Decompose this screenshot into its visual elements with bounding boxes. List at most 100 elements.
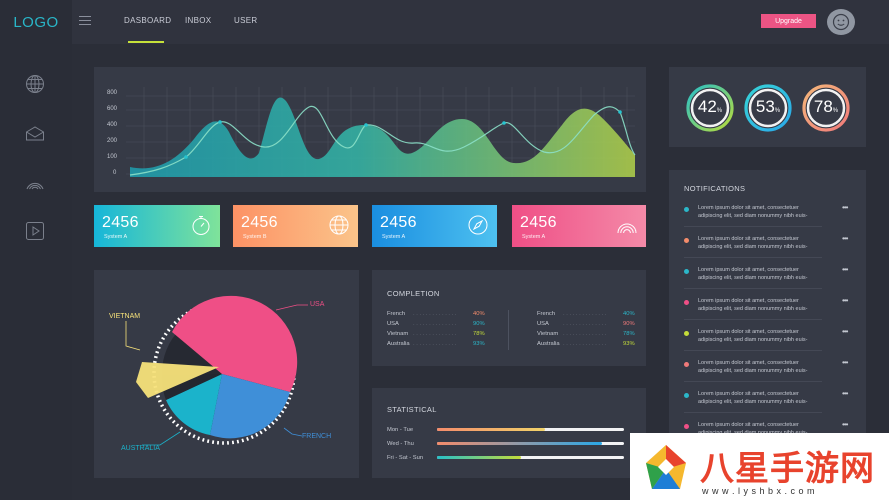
completion-value: 40% [473,311,485,317]
notification-divider [684,412,822,413]
notification-dot [684,300,689,305]
completion-value: 93% [623,341,635,347]
completion-row: USA. . . . . . . . . . . . . . 90% [537,321,635,327]
pie-label-french: FRENCH [302,433,332,440]
notification-divider [684,381,822,382]
line-series [129,105,636,176]
notification-dot [684,393,689,398]
completion-label: Vietnam [387,331,409,337]
completion-value: 78% [473,331,485,337]
gauge-2 [744,84,792,132]
completion-value: 78% [623,331,635,337]
notification-divider [684,350,822,351]
completion-label: Australia [537,341,560,347]
more-options-icon[interactable]: ••• [842,234,848,243]
stat-label: System A [104,234,128,240]
pie-slice-australia [166,374,222,435]
stat-label: System B [243,234,267,240]
gauge-value: 42 [697,97,717,116]
notification-divider [684,288,822,289]
completion-value: 90% [473,321,485,327]
statistical-card [372,388,646,478]
pie-slice-vietnam [136,362,219,398]
signal-icon[interactable] [25,172,45,192]
compass-icon [468,215,488,235]
hamburger-menu-icon[interactable] [79,16,91,26]
inbox-icon[interactable] [25,124,45,144]
notification-dot [684,269,689,274]
pie-slice-french [210,374,290,439]
y-tick-400: 400 [107,122,118,128]
statistical-bar-track [437,428,624,431]
active-tab-indicator [128,41,164,43]
globe-icon[interactable] [25,74,45,94]
more-options-icon[interactable]: ••• [842,265,848,274]
area-series [130,97,635,177]
notifications-title: NOTIFICATIONS [684,184,746,193]
watermark-url: w w w . l y s h b x . c o m [702,486,816,496]
signal-icon [617,223,637,234]
completion-value: 40% [623,311,635,317]
pie-label-vietnam: VIETNAM [109,313,141,320]
tab-dashboard[interactable]: DASBOARD [124,16,172,25]
more-options-icon[interactable]: ••• [842,203,848,212]
stat-card-3[interactable]: 2456 System A [372,205,497,247]
stat-card-4[interactable]: 2456 System A [512,205,646,247]
statistical-label: Fri - Sat - Sun [387,455,424,461]
statistical-title: STATISTICAL [387,405,437,414]
avatar[interactable] [827,9,855,35]
stat-card-2[interactable]: 2456 System B [233,205,358,247]
upgrade-button[interactable]: Upgrade [761,14,816,28]
gauge-3-label: 78% [801,97,851,117]
line-points [184,110,622,159]
completion-row: Vietnam. . . . . . . . . . . . . . 78% [387,331,485,337]
tab-user[interactable]: USER [234,16,258,25]
stat-card-1[interactable]: 2456 System A [94,205,220,247]
notification-dot [684,362,689,367]
statistical-bar-track [437,456,624,459]
more-options-icon[interactable]: ••• [842,296,848,305]
more-options-icon[interactable]: ••• [842,358,848,367]
logo[interactable]: LOGO [13,13,59,31]
notification-divider [684,257,822,258]
completion-row: Vietnam. . . . . . . . . . . . . . 78% [537,331,635,337]
notification-text: Lorem ipsum dolor sit amet, consectetuer… [698,267,808,281]
pie-slice-usa [172,295,298,392]
pie-label-usa: USA [310,301,325,308]
user-face-icon [832,13,850,31]
pie-label-australia: AUSTRALIA [121,445,160,452]
stat-value: 2456 [241,214,278,231]
stat-label: System A [382,234,406,240]
tab-inbox[interactable]: INBOX [185,16,212,25]
more-options-icon[interactable]: ••• [842,389,848,398]
notification-text: Lorem ipsum dolor sit amet, consectetuer… [698,236,808,250]
gauge-3 [802,84,850,132]
more-options-icon[interactable]: ••• [842,327,848,336]
notification-dot [684,424,689,429]
completion-label: USA [387,321,399,327]
sidebar [0,44,72,500]
top-bar [0,0,889,44]
completion-row: French. . . . . . . . . . . . . . 40% [387,311,485,317]
stat-value: 2456 [520,214,557,231]
y-tick-100: 100 [107,154,118,160]
completion-value: 90% [623,321,635,327]
gauge-unit: % [832,108,839,114]
stopwatch-icon [192,216,210,235]
notification-text: Lorem ipsum dolor sit amet, consectetuer… [698,391,808,405]
notifications-card [669,170,866,440]
notification-divider [684,226,822,227]
watermark: 八星手游网 w w w . l y s h b x . c o m [630,433,889,500]
more-options-icon[interactable]: ••• [842,420,848,429]
stat-label: System A [522,234,546,240]
gauges-card [669,67,866,147]
completion-title: COMPLETION [387,289,440,298]
completion-label: French [387,311,406,317]
notification-dot [684,207,689,212]
notification-dot [684,238,689,243]
y-tick-0: 0 [113,170,117,176]
y-tick-600: 600 [107,106,118,112]
gauge-value: 78 [813,97,833,116]
notification-text: Lorem ipsum dolor sit amet, consectetuer… [698,298,808,312]
play-icon[interactable] [25,221,45,241]
